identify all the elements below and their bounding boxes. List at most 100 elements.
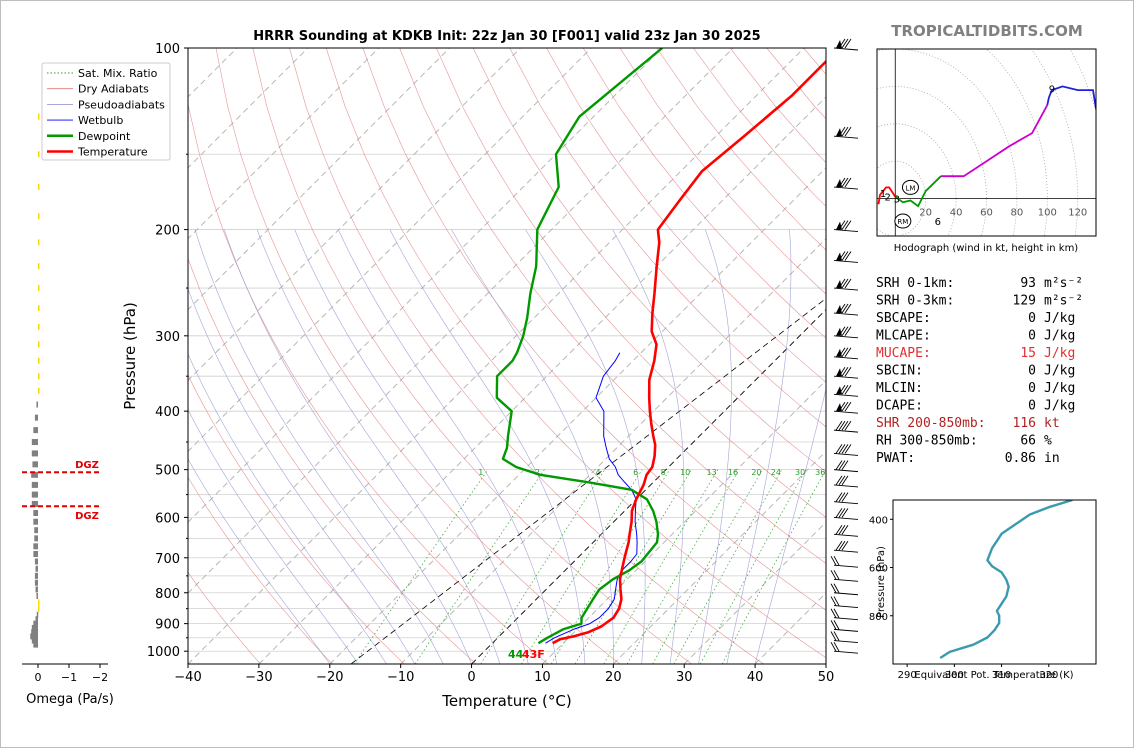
hodograph-tick-label: 80 — [1011, 208, 1024, 219]
wind-barb — [833, 177, 859, 190]
moist-adiabat — [389, 229, 586, 664]
y-tick-label: 400 — [155, 405, 180, 420]
wind-barb-pennant — [836, 403, 842, 412]
index-unit: % — [1044, 434, 1052, 449]
omega-bar — [33, 641, 38, 648]
wind-barb-staff — [833, 393, 859, 397]
wind-barb-feather — [833, 583, 840, 593]
index-value: 93 — [1020, 276, 1036, 291]
skewt-profiles — [350, 48, 826, 664]
wind-barb-feather — [833, 570, 840, 580]
omega-bar — [35, 586, 38, 593]
hodograph-segment — [877, 186, 897, 205]
x-tick-label: 20 — [605, 670, 622, 685]
legend-label: Wetbulb — [78, 114, 123, 127]
wind-barb-feather — [838, 492, 846, 502]
wind-barb-feather — [838, 508, 846, 518]
index-value: 15 — [1020, 346, 1036, 361]
omega-bar — [38, 323, 40, 330]
isotherm-line — [188, 48, 592, 452]
wind-barb-feather — [841, 385, 849, 395]
isotherm-line — [188, 48, 521, 382]
wind-barb-feather — [830, 555, 837, 566]
mixing-ratio-line — [480, 469, 606, 664]
wind-barb — [833, 540, 859, 553]
wind-barb-feather — [835, 525, 843, 535]
x-tick-label: −20 — [316, 670, 343, 685]
wind-barb-feather — [841, 525, 849, 535]
omega-bar — [33, 551, 38, 558]
wind-barb-feather — [844, 401, 852, 412]
moist-adiabat — [726, 229, 792, 664]
wind-barb-pennant — [836, 179, 842, 188]
wind-barb-feather — [844, 177, 852, 188]
dry-adiabat — [582, 48, 826, 339]
wind-barb-feather — [841, 326, 849, 337]
omega-bar — [38, 113, 40, 120]
hodograph-segment — [940, 104, 1049, 178]
y-tick-label: 800 — [155, 587, 180, 602]
omega-bar — [33, 620, 38, 627]
wind-barb-feather — [838, 401, 846, 412]
wind-barb — [833, 401, 859, 414]
wind-barb-feather — [841, 220, 849, 230]
wind-barb-feather — [835, 460, 843, 470]
wind-barb-pennant — [836, 221, 842, 230]
hodograph-height-label: 6 — [935, 217, 941, 228]
legend-box — [41, 62, 171, 161]
hodograph-height-label: 2 — [884, 193, 890, 204]
y-tick-label: 300 — [155, 330, 180, 345]
wind-barb-staff — [833, 469, 859, 473]
omega-bar — [34, 414, 38, 421]
mixing-ratio-label: 30 — [795, 468, 805, 477]
index-unit: J/kg — [1044, 346, 1075, 361]
dry-adiabat — [509, 48, 826, 428]
isotherm-line — [188, 48, 734, 594]
wind-barb-feather — [830, 631, 837, 641]
wind-barb-staff — [833, 501, 859, 505]
index-label: SRH 0-1km: — [876, 276, 954, 291]
moist-adiabat — [338, 229, 557, 664]
dry-adiabat — [803, 48, 826, 75]
mixing-ratio-label: 2 — [535, 468, 540, 477]
wind-barb-pennant — [836, 327, 842, 336]
omega-bar — [38, 387, 40, 394]
wind-barb-feather — [838, 460, 846, 470]
wind-barb — [833, 508, 859, 520]
wind-barb-feather — [841, 38, 849, 49]
x-tick-label: 40 — [747, 670, 764, 685]
omega-bar — [35, 616, 38, 623]
theta-e-line — [939, 500, 1073, 660]
mixing-ratio-line — [721, 469, 826, 664]
mixing-ratio-label: 1 — [478, 468, 483, 477]
wind-barb — [830, 641, 859, 654]
wind-barb-feather — [830, 641, 837, 652]
index-label: DCAPE: — [876, 399, 923, 414]
isotherm-line — [754, 592, 826, 664]
omega-bar — [30, 633, 38, 640]
mixing-ratio-line — [354, 469, 489, 664]
mixing-ratio-line — [603, 469, 719, 664]
wind-barb-feather — [838, 366, 846, 377]
wind-barb-staff — [833, 533, 859, 537]
wind-barb-feather — [838, 220, 846, 230]
mixing-ratio-line — [626, 469, 740, 664]
wind-barb-feather — [838, 38, 846, 49]
storm-motion-label: RM — [897, 218, 908, 226]
wind-barb — [833, 385, 859, 397]
mixing-ratio-line — [550, 469, 670, 664]
wind-barb-feather — [833, 608, 840, 618]
wind-barb-feather — [844, 366, 852, 377]
wind-barb — [833, 366, 859, 379]
wind-barb-feather — [838, 303, 846, 314]
isotherm-line — [329, 167, 826, 664]
index-label: RH 300-850mb: — [876, 434, 978, 449]
parcel-path — [350, 297, 826, 664]
temperature-profile — [551, 59, 826, 645]
x-tick-label: 30 — [676, 670, 693, 685]
wind-barb-feather — [833, 631, 840, 641]
wind-barb — [830, 620, 859, 632]
wind-barb-feather — [838, 126, 846, 137]
omega-bar — [38, 239, 40, 246]
wind-barb-staff — [833, 628, 859, 632]
